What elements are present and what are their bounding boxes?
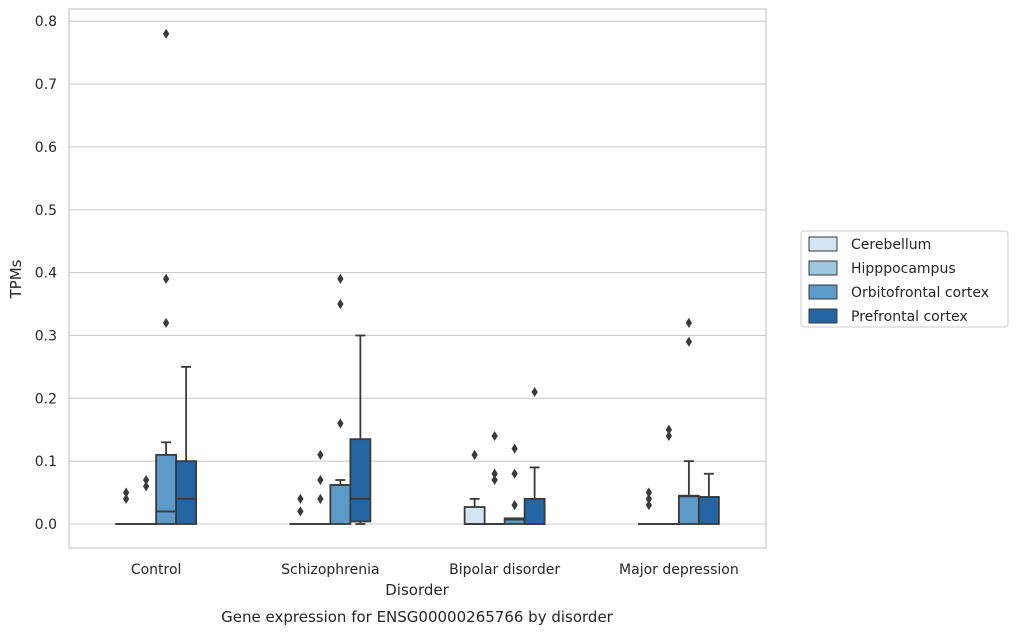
box-prefrontal-cortex	[697, 472, 720, 525]
box-iqr	[349, 438, 372, 523]
box-series-group	[115, 28, 720, 525]
legend-entry-label: Hipppocampus	[851, 261, 956, 277]
outlier-point	[645, 500, 653, 511]
y-axis-label: TPMs	[7, 259, 25, 299]
legend-swatch	[808, 236, 838, 252]
outlier-point	[142, 474, 150, 486]
box-cerebellum	[463, 449, 486, 525]
y-tick-label: 0.2	[35, 391, 57, 407]
box-prefrontal-cortex	[175, 365, 198, 525]
y-tick-label: 0.1	[35, 454, 57, 470]
outlier-point	[317, 474, 324, 486]
legend-swatch	[808, 308, 838, 324]
legend-entry-label: Cerebellum	[851, 237, 931, 253]
y-tick-label: 0.5	[35, 203, 57, 219]
y-tick-label: 0.4	[35, 266, 57, 282]
box-hipppocampus	[657, 424, 680, 525]
box-orbitofrontal-cortex	[155, 28, 178, 525]
legend-swatch	[808, 260, 838, 276]
x-axis-label: Disorder	[385, 581, 449, 599]
outlier-point	[122, 487, 130, 498]
legend-frame	[800, 230, 1009, 328]
outlier-point	[337, 298, 344, 310]
x-tick-label: Control	[131, 562, 182, 578]
outlier-point	[685, 336, 693, 347]
y-tick-label: 0.7	[35, 77, 57, 93]
legend: Cerebellum Hipppocampus Orbitofrontal cort…	[800, 230, 1009, 328]
box-prefrontal-cortex	[523, 386, 546, 525]
outlier-point	[162, 28, 170, 39]
y-tick-label: 0.8	[35, 14, 57, 30]
outlier-point	[162, 317, 170, 328]
outlier-point	[511, 443, 518, 454]
y-tick-labels: 0.0 0.1 0.2 0.3 0.4 0.5 0.6 0.7 0.8	[35, 14, 57, 533]
outlier-point	[297, 506, 304, 517]
outlier-point	[122, 493, 130, 504]
outlier-point	[645, 493, 653, 504]
legend-swatch	[808, 284, 838, 300]
y-tick-label: 0.3	[35, 328, 57, 344]
plot-background	[69, 9, 766, 548]
outlier-point	[297, 493, 304, 504]
outlier-point	[337, 418, 344, 429]
outlier-point	[511, 468, 518, 479]
outlier-point	[665, 430, 673, 442]
outlier-point	[511, 500, 518, 511]
legend-entry-label: Orbitofrontal cortex	[851, 285, 989, 301]
outlier-point	[317, 493, 324, 504]
outlier-point	[142, 481, 150, 492]
outlier-point	[491, 430, 498, 442]
box-iqr	[175, 460, 198, 525]
outlier-point	[685, 317, 693, 328]
box-iqr	[329, 484, 352, 525]
outlier-point	[471, 449, 478, 460]
outlier-point	[645, 487, 653, 498]
outlier-point	[491, 468, 498, 479]
box-iqr	[523, 497, 546, 525]
box-iqr	[677, 494, 700, 525]
outlier-point	[162, 273, 170, 284]
plot-frame	[68, 8, 767, 549]
y-tick-label: 0.6	[35, 140, 57, 156]
outlier-point	[665, 424, 673, 435]
outlier-point	[491, 474, 498, 486]
x-tick-label: Major depression	[619, 562, 739, 578]
outlier-point	[531, 386, 538, 398]
outlier-point	[317, 449, 324, 460]
y-tick-label: 0.0	[35, 517, 57, 533]
box-prefrontal-cortex	[349, 334, 372, 525]
box-iqr	[155, 453, 178, 525]
box-iqr	[697, 496, 720, 525]
box-iqr	[463, 506, 486, 525]
x-tick-labels: Control Schizophrenia Bipolar disorder Majo…	[131, 562, 739, 578]
x-tick-label: Schizophrenia	[281, 562, 379, 578]
outlier-point	[337, 273, 344, 284]
chart-title: Gene expression for ENSG00000265766 by d…	[221, 608, 614, 626]
x-tick-label: Bipolar disorder	[449, 562, 560, 578]
legend-entry-label: Prefrontal cortex	[851, 309, 968, 325]
